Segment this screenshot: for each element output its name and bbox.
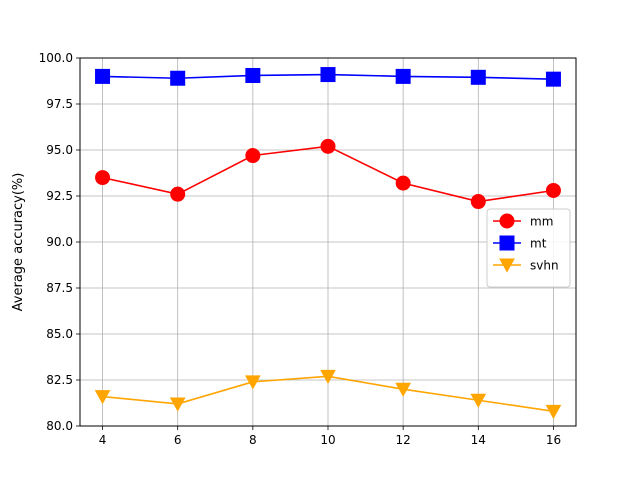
x-tick-label: 12 (396, 433, 411, 447)
legend-label: mm (530, 215, 553, 229)
x-tick-label: 16 (546, 433, 561, 447)
data-point (169, 397, 186, 412)
data-point (470, 69, 486, 85)
x-tick-label: 14 (471, 433, 486, 447)
y-tick-label: 85.0 (46, 327, 73, 341)
data-point (545, 404, 562, 419)
axes: 4 6 8 10 12 14 16 80.0 82.5 85.0 87.5 90.0 92.5 95.0 9… (39, 51, 561, 447)
data-point (320, 138, 336, 154)
data-point (545, 182, 561, 198)
y-tick-label: 80.0 (46, 419, 73, 433)
y-tick-label: 90.0 (46, 235, 73, 249)
data-point (320, 67, 336, 83)
y-axis-label: Average accuracy(%) (11, 173, 26, 312)
data-point (245, 148, 261, 164)
legend-marker (499, 213, 515, 229)
data-point (95, 170, 111, 186)
data-point (170, 186, 186, 202)
data-point (244, 375, 261, 390)
series-mm (95, 138, 561, 210)
legend-item: mm (493, 213, 553, 229)
data-point (545, 71, 561, 87)
data-point (170, 70, 186, 86)
y-tick-label: 97.5 (46, 97, 73, 111)
legend-item: svhn (493, 259, 559, 273)
y-tick-label: 100.0 (39, 51, 73, 65)
x-tick-label: 8 (249, 433, 257, 447)
data-point (245, 67, 261, 83)
legend: mm mt svhn (486, 208, 571, 288)
x-tick-label: 4 (99, 433, 107, 447)
legend-item: mt (493, 235, 547, 251)
legend-label: mt (530, 237, 547, 251)
legend-marker (499, 258, 515, 273)
data-point (395, 382, 412, 397)
x-tick-label: 10 (320, 433, 335, 447)
data-point (470, 194, 486, 210)
y-tick-label: 92.5 (46, 189, 73, 203)
series-svhn (94, 369, 562, 419)
y-tick-label: 87.5 (46, 281, 73, 295)
data-point (395, 175, 411, 191)
data-point (395, 68, 411, 84)
series-mt (95, 67, 561, 87)
y-tick-label: 95.0 (46, 143, 73, 157)
data-point (95, 68, 111, 84)
y-tick-label: 82.5 (46, 373, 73, 387)
legend-marker (499, 235, 515, 251)
x-tick-label: 6 (174, 433, 182, 447)
legend-label: svhn (530, 259, 559, 273)
data-point (320, 369, 336, 384)
data-point (470, 393, 487, 408)
series-layer (94, 67, 562, 419)
data-point (94, 390, 111, 405)
